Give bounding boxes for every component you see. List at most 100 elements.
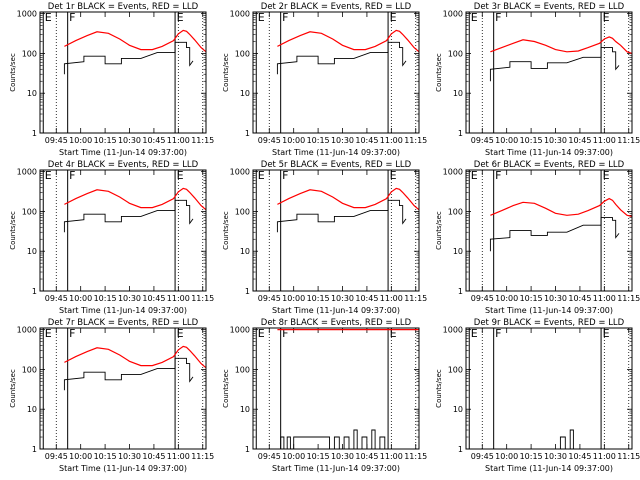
- lld-series-line: [490, 36, 633, 54]
- marker-label: E: [258, 11, 265, 24]
- y-tick-label: 1: [458, 129, 463, 138]
- x-tick-label: 10:30: [331, 452, 354, 461]
- x-tick-label: 10:00: [282, 136, 305, 145]
- y-tick-label: 1: [245, 129, 250, 138]
- y-tick-label: 10: [27, 247, 37, 256]
- plot-frame: [39, 169, 207, 292]
- x-tick-label: 10:00: [69, 294, 92, 303]
- x-tick-label: 09:45: [471, 294, 494, 303]
- y-axis-label: Counts/sec: [435, 369, 443, 408]
- x-tick-label: 09:45: [45, 136, 68, 145]
- x-tick-label: 10:00: [69, 136, 92, 145]
- x-tick-label: 09:45: [258, 452, 281, 461]
- y-tick-label: 100: [235, 365, 250, 374]
- x-axis-label: Start Time (11-Jun-14 09:37:00): [272, 306, 400, 315]
- plot-frame: [252, 169, 420, 292]
- x-tick-label: 10:30: [544, 294, 567, 303]
- detector-panel: Det 8r BLACK = Events, RED = LLD Counts/s…: [222, 318, 427, 473]
- lld-series-line: [490, 197, 633, 217]
- x-tick-label: 11:15: [617, 452, 640, 461]
- y-tick-label: 1000: [443, 10, 463, 19]
- x-tick-label: 10:45: [142, 452, 165, 461]
- lld-series-line: [64, 29, 207, 53]
- plot-frame: [39, 327, 207, 450]
- marker-label: F: [282, 169, 288, 182]
- x-tick-label: 11:00: [593, 294, 616, 303]
- marker-label: E: [603, 11, 610, 24]
- x-tick-label: 09:45: [258, 136, 281, 145]
- x-tick-label: 11:00: [380, 136, 403, 145]
- x-axis-label: Start Time (11-Jun-14 09:37:00): [59, 306, 187, 315]
- x-tick-label: 10:30: [118, 136, 141, 145]
- y-tick-label: 10: [240, 247, 250, 256]
- marker-label: F: [282, 327, 288, 340]
- x-tick-label: 10:45: [355, 452, 378, 461]
- marker-label: E: [390, 11, 397, 24]
- y-axis-label: Counts/sec: [222, 211, 230, 250]
- x-tick-label: 11:00: [167, 452, 190, 461]
- panel-title: Det 7r BLACK = Events, RED = LLD: [48, 318, 199, 328]
- x-tick-label: 10:15: [94, 294, 117, 303]
- panel-title: Det 8r BLACK = Events, RED = LLD: [261, 318, 412, 328]
- x-axis-label: Start Time (11-Jun-14 09:37:00): [485, 306, 613, 315]
- panel-title: Det 6r BLACK = Events, RED = LLD: [474, 160, 625, 170]
- x-tick-label: 10:15: [520, 452, 543, 461]
- x-tick-label: 10:45: [568, 452, 591, 461]
- x-tick-label: 11:00: [593, 136, 616, 145]
- x-tick-label: 10:00: [69, 452, 92, 461]
- y-tick-label: 10: [453, 247, 463, 256]
- detector-panel: Det 2r BLACK = Events, RED = LLD Counts/s…: [222, 2, 427, 157]
- marker-label: E: [390, 169, 397, 182]
- x-tick-label: 10:30: [118, 294, 141, 303]
- detector-panel: Det 1r BLACK = Events, RED = LLD Counts/s…: [9, 2, 214, 157]
- y-tick-label: 100: [235, 49, 250, 58]
- x-tick-label: 10:00: [495, 452, 518, 461]
- x-axis-label: Start Time (11-Jun-14 09:37:00): [272, 148, 400, 157]
- x-tick-label: 10:00: [282, 294, 305, 303]
- x-tick-label: 09:45: [45, 294, 68, 303]
- x-tick-label: 10:00: [495, 136, 518, 145]
- x-tick-label: 09:45: [45, 452, 68, 461]
- y-tick-label: 10: [27, 405, 37, 414]
- x-axis-label: Start Time (11-Jun-14 09:37:00): [59, 148, 187, 157]
- marker-label: F: [495, 11, 501, 24]
- x-tick-label: 09:45: [258, 294, 281, 303]
- x-tick-label: 10:45: [568, 136, 591, 145]
- y-tick-label: 1: [32, 129, 37, 138]
- y-tick-label: 1: [458, 287, 463, 296]
- y-tick-label: 1000: [17, 326, 37, 335]
- y-tick-label: 100: [448, 365, 463, 374]
- events-series-line: [276, 41, 407, 75]
- detector-panel: Det 5r BLACK = Events, RED = LLD Counts/s…: [222, 160, 427, 315]
- marker-label: E: [258, 169, 265, 182]
- marker-label: E: [45, 11, 52, 24]
- marker-label: F: [495, 169, 501, 182]
- y-tick-label: 1000: [230, 168, 250, 177]
- y-tick-label: 100: [448, 207, 463, 216]
- x-tick-label: 11:00: [593, 452, 616, 461]
- x-tick-label: 11:15: [404, 452, 427, 461]
- x-tick-label: 10:45: [355, 136, 378, 145]
- x-tick-label: 09:45: [471, 136, 494, 145]
- events-series-line: [63, 41, 194, 75]
- x-axis-label: Start Time (11-Jun-14 09:37:00): [485, 148, 613, 157]
- events-series-line: [63, 357, 194, 391]
- y-tick-label: 10: [453, 405, 463, 414]
- marker-label: E: [603, 327, 610, 340]
- x-tick-label: 10:45: [142, 136, 165, 145]
- detector-panel: Det 7r BLACK = Events, RED = LLD Counts/s…: [9, 318, 214, 473]
- x-tick-label: 10:15: [94, 452, 117, 461]
- y-axis-label: Counts/sec: [435, 53, 443, 92]
- x-tick-label: 10:45: [355, 294, 378, 303]
- x-tick-label: 11:15: [191, 294, 214, 303]
- y-tick-label: 1000: [443, 326, 463, 335]
- plot-frame: [465, 169, 633, 292]
- x-tick-label: 10:30: [544, 136, 567, 145]
- events-series-line: [489, 217, 620, 252]
- plot-frame: [465, 11, 633, 134]
- plot-frame: [465, 327, 633, 450]
- detector-panel: Det 9r BLACK = Events, RED = LLD Counts/s…: [435, 318, 640, 473]
- y-axis-label: Counts/sec: [9, 53, 17, 92]
- marker-label: F: [495, 327, 501, 340]
- marker-label: F: [69, 169, 75, 182]
